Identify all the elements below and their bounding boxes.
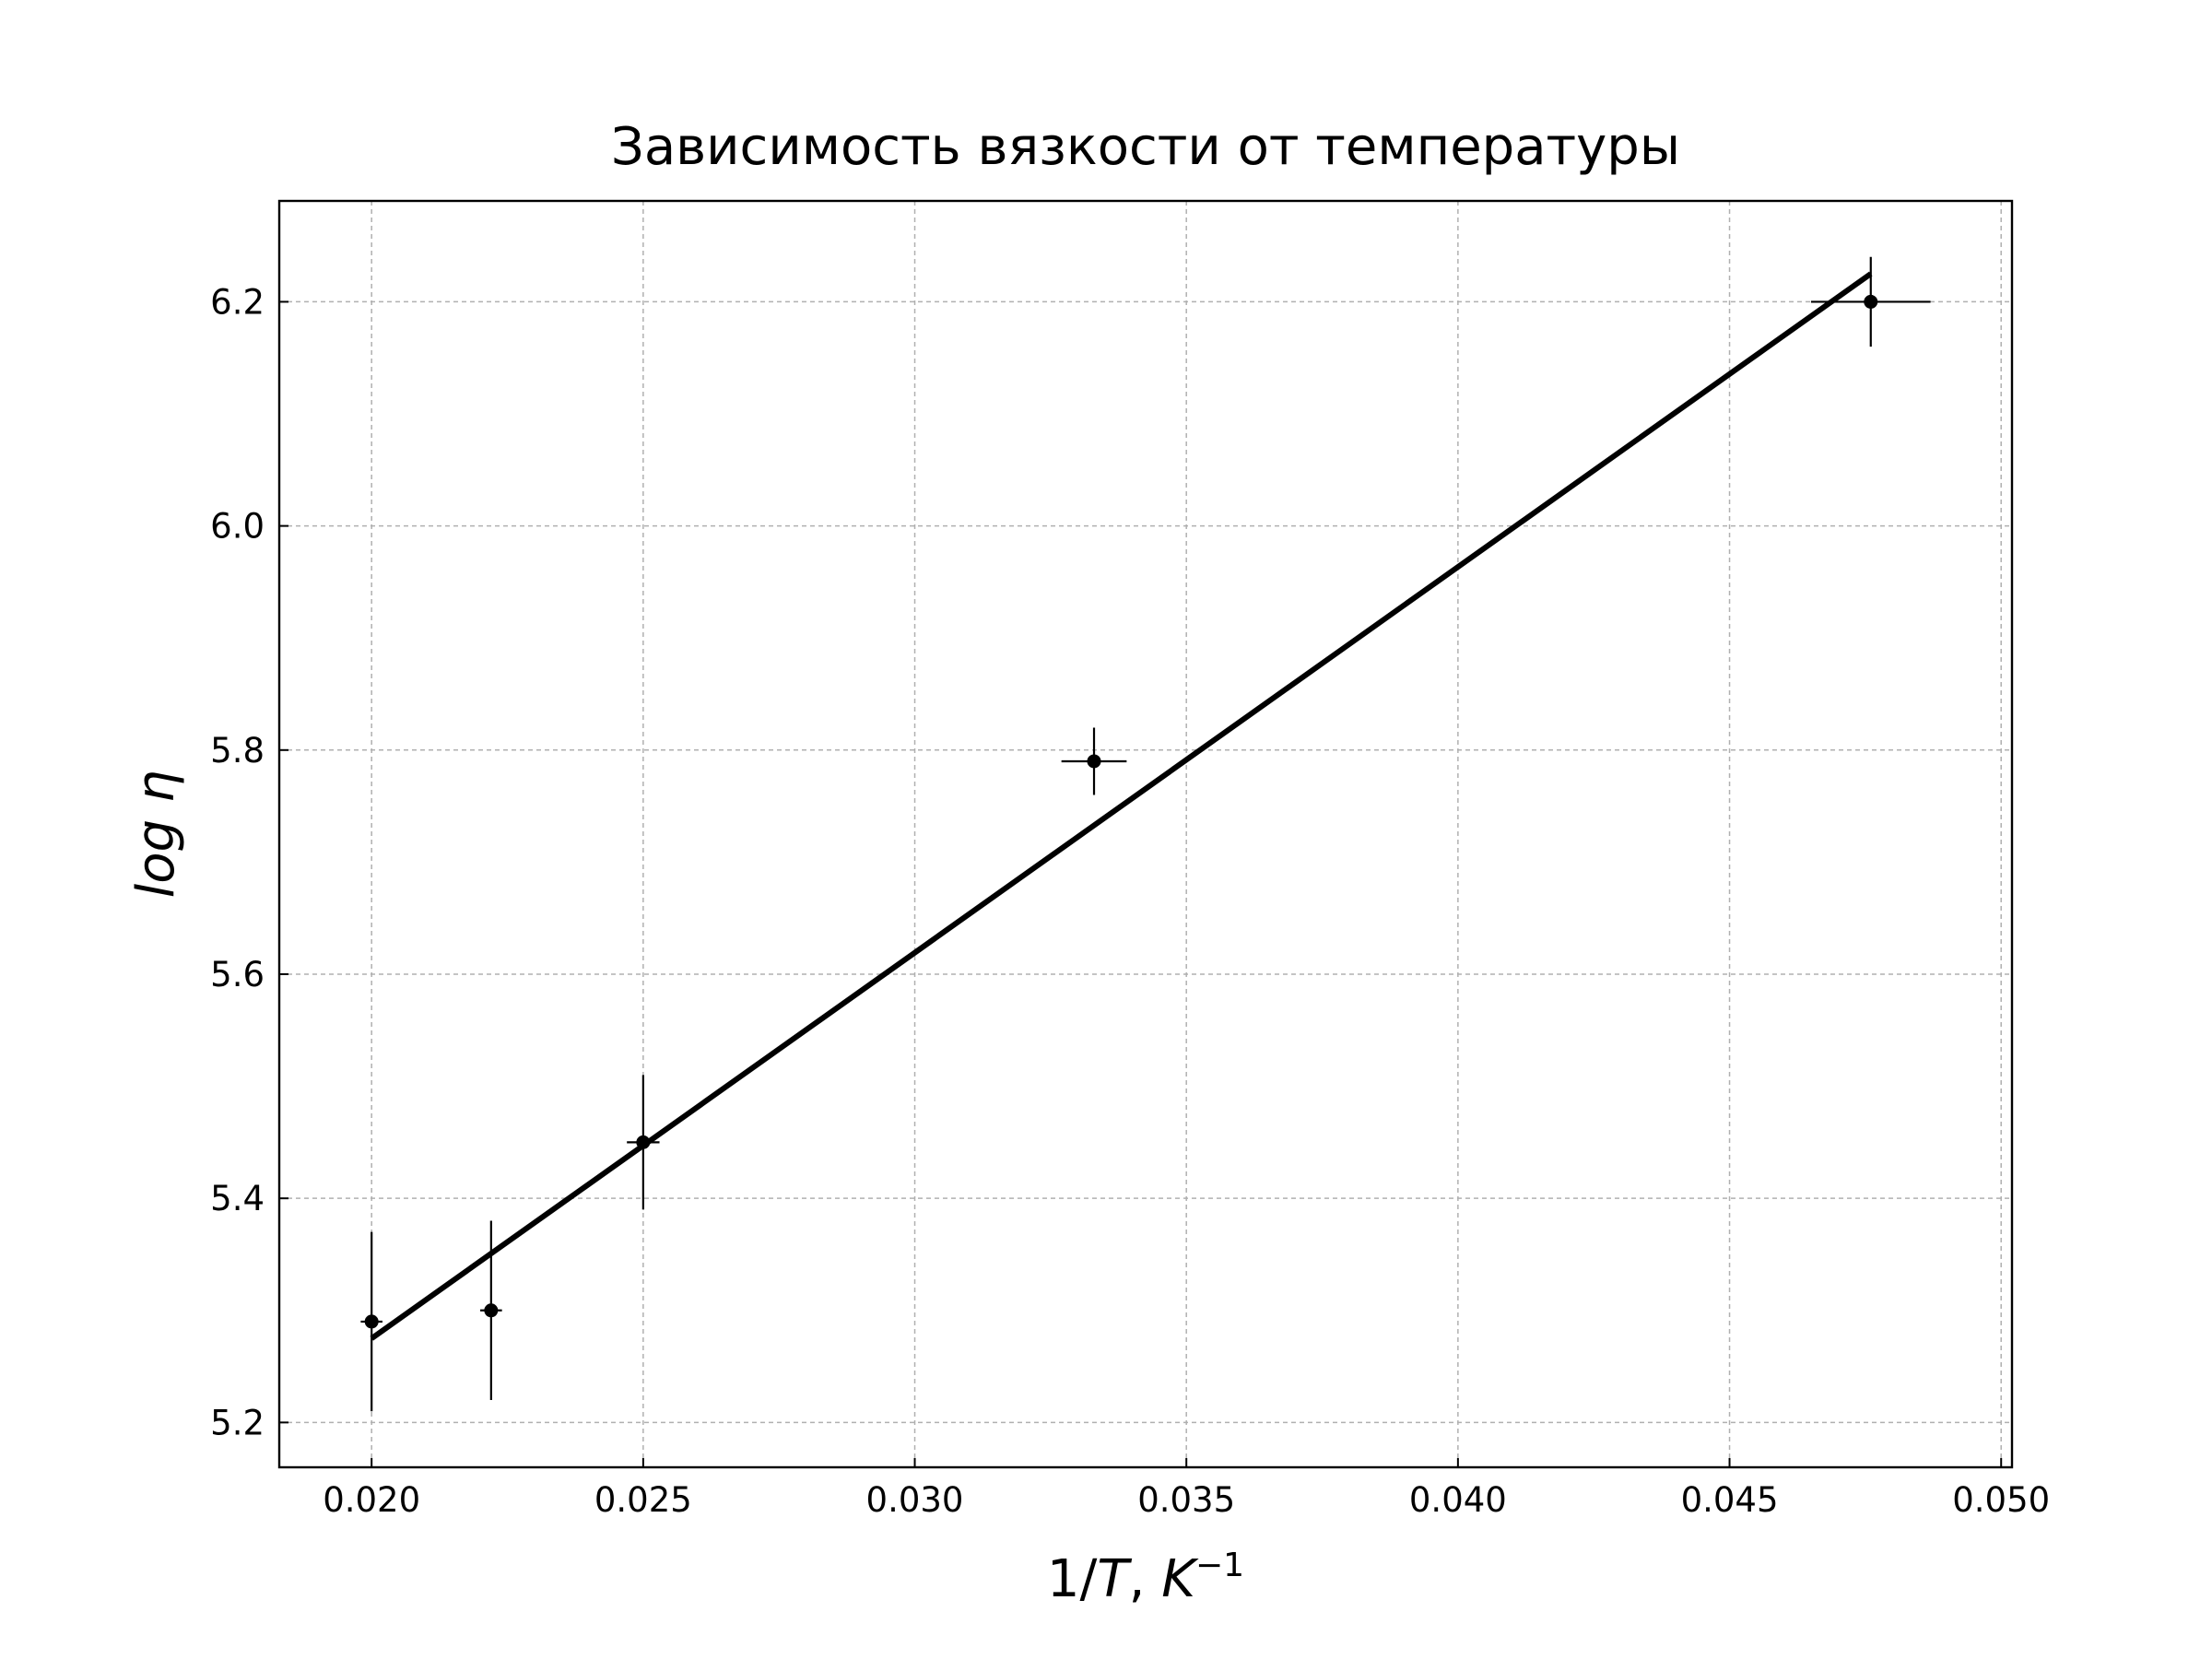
plot-frame (277, 199, 2014, 1469)
y-tick-label: 6.2 (210, 282, 265, 322)
data-point-group (1061, 727, 1127, 795)
x-tick-label: 0.030 (866, 1480, 964, 1520)
ticks: 0.020 0.025 0.030 0.035 0.040 0.045 0.050 5.2 5.… (210, 282, 2050, 1520)
y-axis-label: log η (126, 771, 186, 899)
data-point (364, 1314, 379, 1329)
fit-line-group (370, 271, 1873, 1341)
data-point (484, 1303, 499, 1318)
x-tick-label: 0.040 (1409, 1480, 1507, 1520)
data-point (1864, 294, 1878, 309)
x-tick-label: 0.025 (594, 1480, 692, 1520)
data-point-group (1810, 256, 1931, 347)
grid (279, 201, 2012, 1467)
data-point-group (360, 1231, 382, 1412)
x-axis-label-unit: K (1161, 1549, 1199, 1609)
fit-line (370, 271, 1873, 1341)
x-tick-label: 0.020 (323, 1480, 420, 1520)
x-tick-label: 0.035 (1137, 1480, 1235, 1520)
data-point-group (627, 1075, 660, 1210)
x-tick-label: 0.050 (1952, 1480, 2050, 1520)
y-tick-label: 6.0 (210, 507, 265, 547)
data-point (1087, 754, 1101, 769)
x-axis-label-sep: , (1129, 1549, 1162, 1609)
data-points-group (360, 256, 1931, 1412)
y-tick-label: 5.4 (210, 1179, 265, 1218)
data-point-group (480, 1220, 502, 1401)
x-axis-label-prefix: 1/ (1047, 1549, 1098, 1609)
y-tick-label: 5.8 (210, 731, 265, 771)
chart-title: Зависимость вязкости от температуры (611, 117, 1680, 177)
y-tick-label: 5.6 (210, 955, 265, 994)
y-tick-label: 5.2 (210, 1403, 265, 1442)
x-tick-label: 0.045 (1681, 1480, 1779, 1520)
data-point (636, 1135, 651, 1149)
x-axis-label-var: T (1097, 1549, 1132, 1609)
x-axis-label-sup: −1 (1195, 1547, 1244, 1584)
x-axis-label: 1/T, K−1 (1047, 1547, 1244, 1609)
